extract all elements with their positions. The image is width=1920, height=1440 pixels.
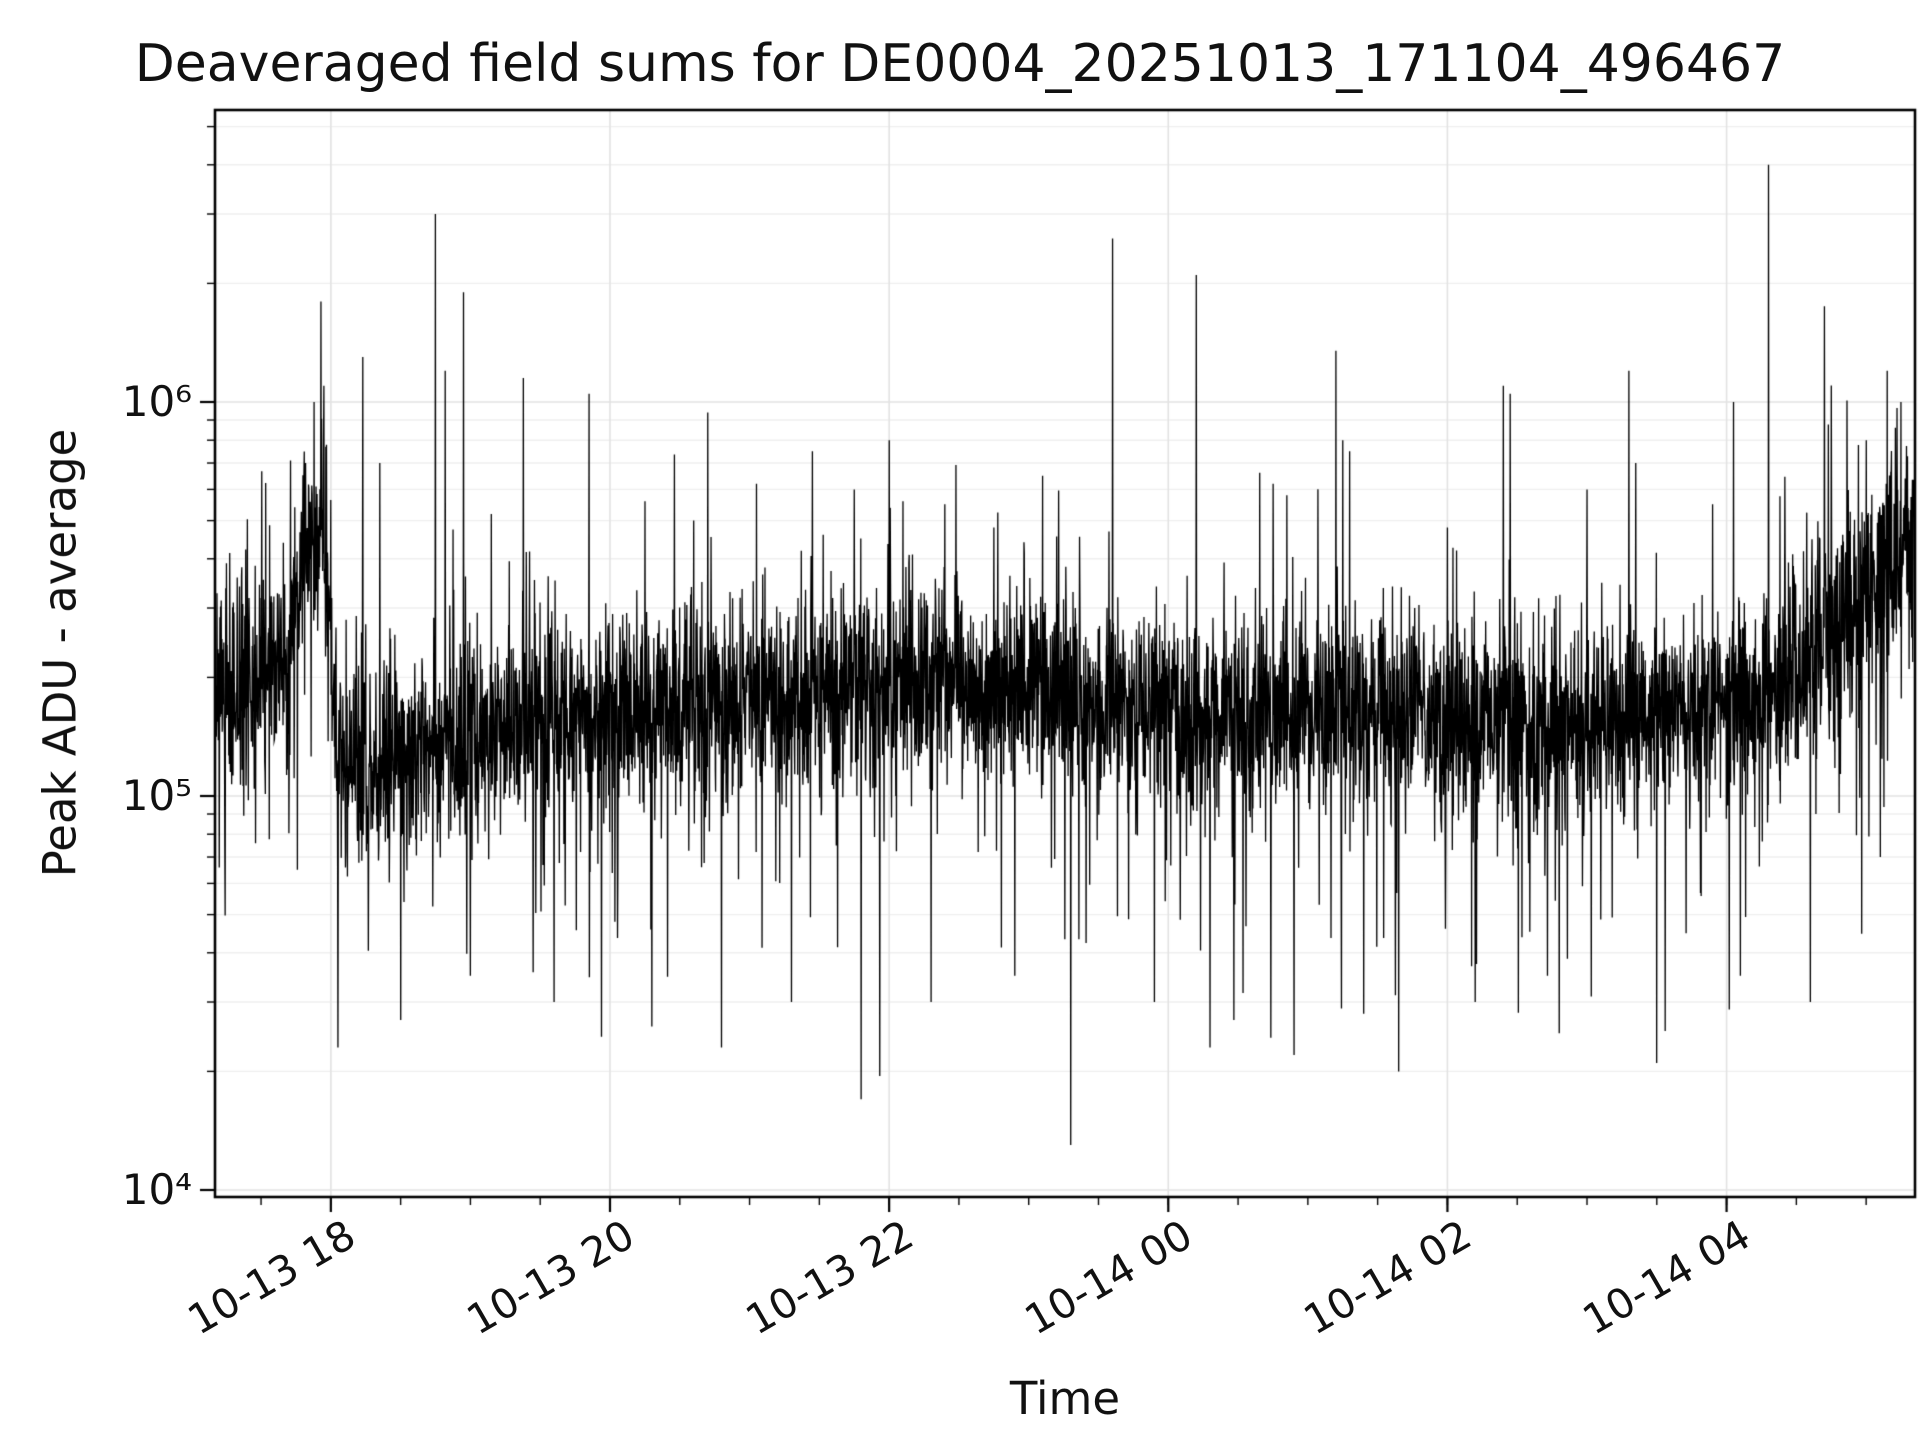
- y-tick-label: 10⁵: [121, 771, 192, 820]
- y-tick-label: 10⁴: [121, 1165, 192, 1214]
- chart-title: Deaveraged field sums for DE0004_2025101…: [134, 34, 1786, 94]
- x-axis-label: Time: [1009, 1372, 1121, 1425]
- y-tick-label: 10⁶: [121, 377, 192, 426]
